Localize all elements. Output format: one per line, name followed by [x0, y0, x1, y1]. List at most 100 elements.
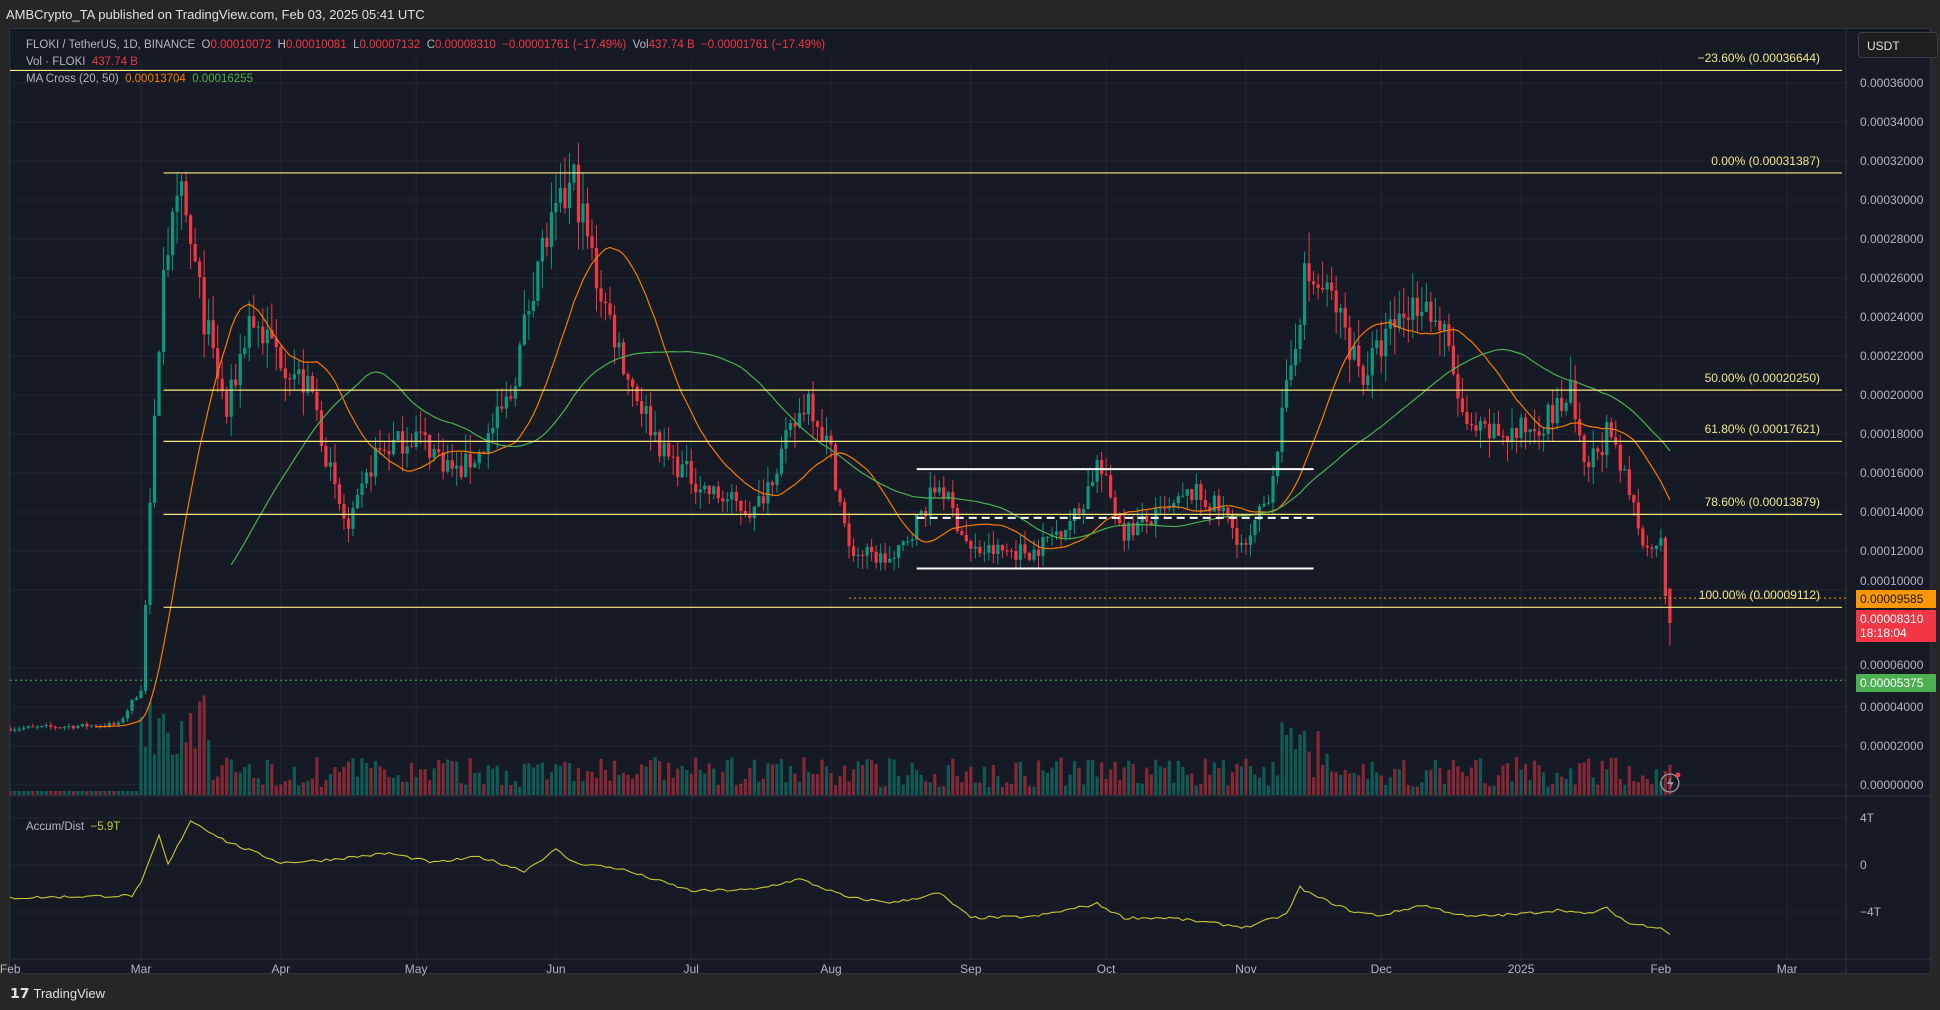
- candle-body: [44, 725, 48, 727]
- volume-bar: [1623, 785, 1627, 795]
- candle-body: [1632, 495, 1636, 503]
- candle-body: [590, 236, 594, 248]
- candle-body: [901, 541, 905, 546]
- volume-bar: [225, 757, 229, 795]
- volume-bar: [612, 760, 617, 795]
- candle-body: [621, 342, 626, 375]
- candle-body: [1650, 547, 1654, 549]
- candle-body: [978, 546, 982, 554]
- candle-body: [1456, 374, 1460, 399]
- candle-body: [973, 546, 977, 549]
- candle-body: [342, 503, 346, 519]
- volume-bar: [1474, 759, 1478, 795]
- volume-bar: [76, 791, 80, 795]
- candle-body: [1618, 444, 1622, 471]
- candle-body: [946, 492, 950, 500]
- vol-value: 437.74 B: [648, 39, 695, 51]
- candle-body: [793, 423, 797, 427]
- volume-bar: [603, 769, 608, 795]
- volume-bar: [459, 783, 463, 795]
- volume-bar: [405, 781, 409, 795]
- ma-cross-legend[interactable]: MA Cross (20, 50) 0.00013704 0.00016255: [26, 73, 253, 85]
- volume-bar: [220, 765, 224, 795]
- candle-body: [157, 351, 161, 416]
- close-value: 0.00008310: [435, 39, 496, 51]
- candle-body: [861, 554, 865, 556]
- candle-body: [148, 502, 152, 606]
- volume-bar: [653, 757, 657, 795]
- candle-body: [89, 725, 93, 727]
- volume-bar: [978, 782, 982, 795]
- candle-body: [1302, 263, 1307, 325]
- volume-legend[interactable]: Vol · FLOKI 437.74 B: [26, 56, 138, 68]
- volume-bar: [1384, 784, 1388, 795]
- candle-body: [833, 444, 838, 491]
- candle-body: [676, 456, 680, 478]
- price-tag-green: 0.00005375: [1856, 674, 1936, 692]
- candle-body: [748, 513, 752, 518]
- candle-body: [216, 348, 220, 379]
- volume-bar: [495, 765, 499, 795]
- candle-body: [1163, 508, 1167, 510]
- volume-bar: [1537, 765, 1541, 795]
- volume-bar: [1041, 770, 1045, 795]
- candle-body: [1600, 451, 1604, 456]
- ad-value: −5.9T: [90, 821, 121, 833]
- candle-body: [1474, 425, 1478, 431]
- volume-bar: [1632, 781, 1636, 795]
- candle-body: [26, 726, 30, 728]
- volume-bar: [26, 791, 30, 795]
- tradingview-logo[interactable]: 𝟭𝟳 TradingView: [10, 985, 105, 1002]
- accum-dist-legend[interactable]: Accum/Dist −5.9T: [26, 821, 120, 833]
- chart-canvas[interactable]: [10, 29, 1932, 975]
- candle-body: [1100, 460, 1104, 475]
- candle-body: [1487, 423, 1492, 439]
- volume-bar: [166, 732, 170, 795]
- candle-body: [337, 484, 342, 504]
- candle-body: [545, 237, 549, 247]
- volume-bar: [775, 763, 779, 795]
- candle-body: [703, 485, 707, 490]
- volume-bar: [1447, 769, 1451, 795]
- candle-body: [1605, 422, 1609, 456]
- currency-selector[interactable]: USDT: [1858, 32, 1938, 58]
- symbol-name[interactable]: FLOKI / TetherUS, 1D, BINANCE: [26, 39, 196, 51]
- volume-bar: [640, 764, 644, 795]
- volume-bar: [734, 785, 738, 795]
- volume-bar: [310, 778, 314, 795]
- chart-area[interactable]: FLOKI / TetherUS, 1D, BINANCE O0.0001007…: [0, 28, 1938, 976]
- volume-bar: [1451, 760, 1456, 795]
- candle-body: [270, 329, 274, 339]
- candle-body: [667, 442, 671, 457]
- candle-body: [1054, 531, 1059, 535]
- volume-bar: [193, 748, 197, 795]
- volume-bar: [563, 761, 567, 795]
- candle-body: [35, 726, 39, 728]
- candle-body: [1573, 380, 1577, 420]
- volume-bar: [1032, 786, 1036, 795]
- candle-body: [1411, 297, 1415, 320]
- volume-bar: [1564, 778, 1568, 795]
- candle-body: [626, 374, 630, 380]
- candle-body: [405, 446, 409, 454]
- volume-bar: [1163, 767, 1167, 795]
- volume-bar: [851, 769, 856, 795]
- candle-body: [49, 725, 53, 727]
- volume-bar: [730, 757, 734, 795]
- volume-bar: [572, 781, 576, 795]
- candle-body: [960, 531, 964, 536]
- volume-bar: [1275, 775, 1280, 795]
- volume-bar: [400, 781, 405, 795]
- candle-body: [292, 374, 296, 380]
- volume-bar: [540, 762, 544, 795]
- volume-bar: [391, 777, 396, 795]
- candle-body: [779, 448, 784, 474]
- candle-body: [1366, 375, 1370, 385]
- candle-body: [851, 546, 856, 557]
- time-axis-label: Mar: [1776, 962, 1798, 976]
- candle-body: [437, 449, 441, 453]
- volume-bar: [1420, 782, 1424, 795]
- candle-body: [770, 482, 774, 486]
- volume-bar: [1253, 774, 1257, 795]
- volume-bar: [1109, 769, 1113, 795]
